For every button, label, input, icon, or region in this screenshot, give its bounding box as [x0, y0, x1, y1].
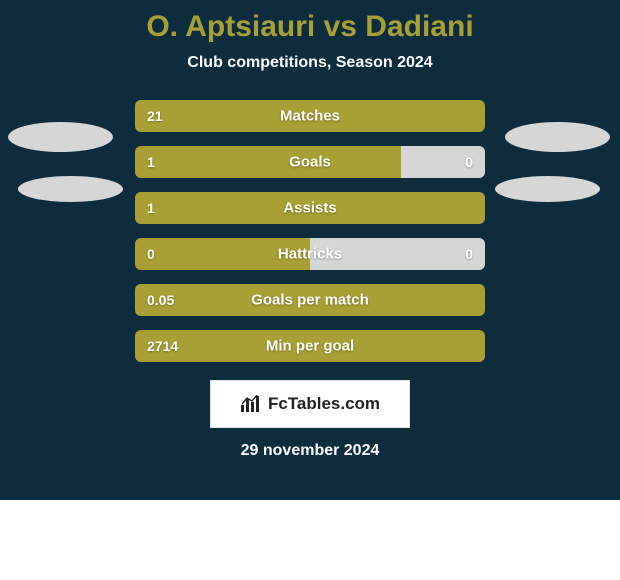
stat-value-left: 21	[147, 108, 163, 124]
stat-value-left: 0	[147, 246, 155, 262]
stat-row: Hattricks 0 0	[135, 238, 485, 270]
logo-box: FcTables.com	[210, 380, 410, 428]
stat-label: Hattricks	[278, 246, 342, 263]
stat-label: Goals per match	[251, 292, 369, 309]
stat-label: Matches	[280, 108, 340, 125]
date-label: 29 november 2024	[0, 442, 620, 460]
stat-value-left: 0.05	[147, 292, 174, 308]
placeholder-ellipse	[505, 122, 610, 152]
logo-text: FcTables.com	[268, 394, 380, 414]
placeholder-ellipse	[495, 176, 600, 202]
placeholder-ellipse	[8, 122, 113, 152]
stat-label: Goals	[289, 154, 331, 171]
placeholder-ellipse	[18, 176, 123, 202]
stat-rows: Matches21Goals10Assists1Hattricks00Goals…	[135, 100, 485, 362]
stat-label: Min per goal	[266, 338, 354, 355]
stat-value-right: 0	[465, 246, 473, 262]
stat-row: Assists 1	[135, 192, 485, 224]
subtitle: Club competitions, Season 2024	[0, 54, 620, 72]
stat-row: Goals per match 0.05	[135, 284, 485, 316]
page-title: O. Aptsiauri vs Dadiani	[0, 0, 620, 44]
stat-row: Goals 1 0	[135, 146, 485, 178]
stat-value-left: 1	[147, 154, 155, 170]
stat-row: Min per goal 2714	[135, 330, 485, 362]
chart-bars-icon	[240, 395, 262, 413]
stat-value-right: 0	[465, 154, 473, 170]
comparison-card: O. Aptsiauri vs Dadiani Club competition…	[0, 0, 620, 500]
stat-row: Matches 21	[135, 100, 485, 132]
stat-label: Assists	[283, 200, 336, 217]
stat-value-left: 1	[147, 200, 155, 216]
stat-bar-left	[135, 146, 401, 178]
stat-value-left: 2714	[147, 338, 178, 354]
